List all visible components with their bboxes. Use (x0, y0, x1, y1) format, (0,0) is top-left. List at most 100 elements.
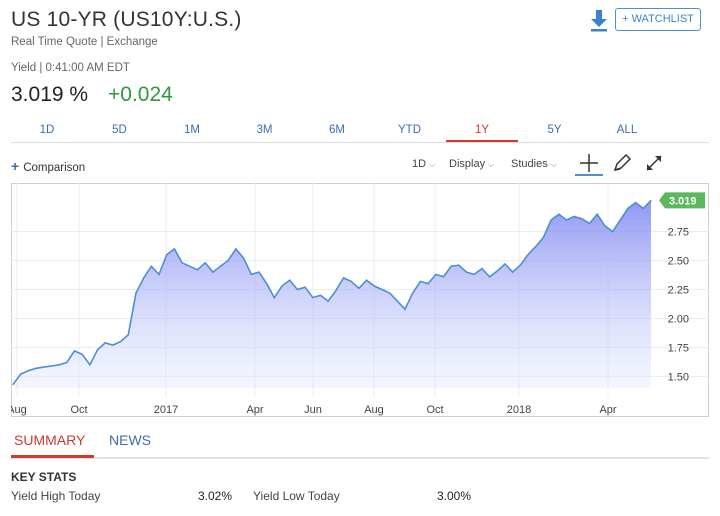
range-tab-5d[interactable]: 5D (112, 124, 127, 136)
data-point (127, 334, 129, 336)
data-point (27, 370, 29, 372)
yield-timestamp: Yield | 0:41:00 AM EDT (11, 62, 130, 74)
data-point (619, 219, 621, 221)
range-tab-all[interactable]: ALL (616, 124, 638, 136)
data-point (419, 280, 421, 282)
data-point (219, 265, 222, 267)
data-point (412, 292, 414, 294)
watchlist-button[interactable]: + WATCHLIST (615, 8, 701, 31)
range-tab-3m[interactable]: 3M (256, 124, 273, 136)
yield-chart[interactable]: 1.50 1.75 2.00 2.25 2.50 2.75 Aug Oct 2017 Apr Ju… (7, 183, 709, 417)
data-point (112, 344, 114, 346)
data-point (527, 254, 529, 256)
data-point (458, 264, 460, 266)
download-icon[interactable] (588, 8, 610, 32)
range-tab-1m[interactable]: 1M (184, 124, 200, 136)
data-point (304, 286, 306, 288)
data-point (442, 276, 445, 278)
display-dropdown[interactable]: Display ⌵ (449, 158, 494, 170)
x-tick-label: Oct (426, 404, 443, 416)
y-tick-label: 2.25 (668, 285, 689, 297)
data-point (535, 246, 537, 248)
x-tick-label: Jun (304, 404, 322, 416)
tab-news[interactable]: NEWS (109, 432, 151, 448)
price-change: +0.024 (108, 83, 173, 106)
studies-dropdown[interactable]: Studies ⌵ (511, 158, 557, 170)
data-point (173, 248, 176, 250)
data-point (450, 265, 452, 267)
data-point (327, 300, 329, 302)
studies-label: Studies (511, 158, 548, 170)
interval-dropdown[interactable]: 1D ⌵ (412, 158, 435, 170)
data-point (250, 273, 252, 276)
data-point (96, 349, 99, 351)
tab-summary[interactable]: SUMMARY (14, 432, 86, 448)
data-point (312, 297, 314, 299)
data-point (342, 277, 345, 279)
data-point (120, 341, 122, 343)
chart-toolbar: + Comparison 1D ⌵ Display ⌵ Studies ⌵ (11, 152, 709, 180)
data-point (281, 285, 283, 287)
range-tab-ytd[interactable]: YTD (398, 124, 421, 136)
data-point (166, 254, 168, 256)
data-point (596, 213, 598, 215)
range-tab-1y[interactable]: 1Y (446, 120, 518, 142)
data-point (473, 273, 475, 276)
data-point (365, 279, 368, 281)
last-value-label: 3.019 (669, 195, 697, 207)
interval-label: 1D (412, 158, 427, 170)
comparison-label: Comparison (23, 162, 86, 174)
data-point (204, 262, 206, 264)
y-tick-label: 1.50 (668, 371, 689, 383)
data-point (66, 361, 68, 364)
data-point (558, 213, 560, 215)
data-point (150, 265, 152, 267)
data-point (104, 342, 106, 344)
plus-icon: + (11, 158, 20, 174)
x-tick-label: Aug (364, 404, 384, 416)
chevron-down-icon: ⌵ (550, 160, 557, 169)
y-tick-label: 2.75 (668, 227, 689, 239)
data-point (550, 219, 552, 221)
x-tick-label: 2018 (507, 404, 531, 416)
key-stats-heading: KEY STATS (11, 470, 77, 484)
expand-icon[interactable] (643, 152, 665, 174)
quote-source: Real Time Quote | Exchange (11, 36, 158, 48)
pencil-icon[interactable] (611, 152, 633, 174)
data-point (604, 225, 606, 227)
crosshair-icon[interactable] (575, 152, 603, 176)
data-point (350, 280, 352, 282)
data-point (465, 271, 468, 273)
range-tab-5y[interactable]: 5Y (547, 124, 562, 136)
data-point (181, 262, 183, 264)
data-point (81, 353, 83, 355)
data-point (611, 230, 614, 233)
data-point (273, 297, 275, 299)
data-point (542, 236, 544, 238)
data-point (135, 292, 137, 294)
data-point (381, 288, 383, 291)
data-point (335, 290, 337, 292)
page-title: US 10-YR (US10Y:U.S.) (11, 8, 242, 31)
data-point (635, 201, 637, 204)
y-tick-label: 2.50 (668, 256, 689, 268)
data-point (266, 283, 268, 285)
yield-low-label: Yield Low Today (253, 489, 340, 503)
data-point (404, 308, 406, 310)
range-tab-6m[interactable]: 6M (329, 124, 345, 136)
data-point (627, 207, 629, 209)
range-tab-1d[interactable]: 1D (39, 124, 55, 136)
data-point (189, 265, 191, 267)
data-point (496, 270, 498, 272)
data-point (488, 276, 491, 278)
x-tick-label: 2017 (154, 404, 178, 416)
data-point (35, 367, 37, 369)
data-point (358, 287, 360, 289)
yield-high-value: 3.02% (198, 489, 233, 503)
data-point (235, 248, 237, 250)
y-tick-label: 1.75 (668, 342, 689, 354)
display-label: Display (449, 158, 486, 170)
comparison-button[interactable]: + Comparison (11, 158, 85, 174)
data-point (73, 350, 76, 352)
data-point (227, 259, 229, 262)
